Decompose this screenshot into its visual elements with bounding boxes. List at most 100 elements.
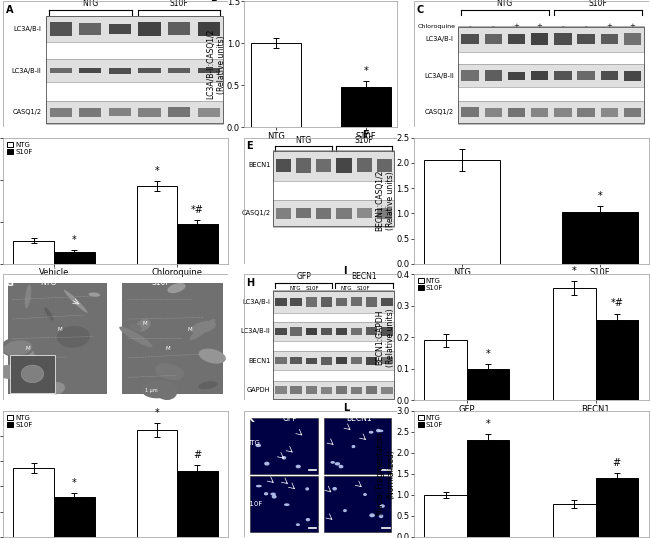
Bar (336, 328, 347, 335)
Bar (366, 357, 378, 365)
Bar (508, 72, 525, 80)
Bar (275, 328, 287, 335)
Text: NTG: NTG (290, 286, 302, 292)
Ellipse shape (335, 462, 340, 465)
Bar (274, 322, 395, 341)
Text: BECN1: BECN1 (352, 272, 377, 281)
Text: +: + (606, 23, 612, 30)
Ellipse shape (380, 504, 385, 508)
Bar (320, 386, 332, 394)
Bar (320, 297, 332, 307)
Bar (577, 72, 595, 80)
Ellipse shape (57, 326, 90, 348)
Bar (274, 150, 395, 181)
Ellipse shape (44, 307, 53, 321)
Y-axis label: Nuclei Fragmentation
(Normalized): Nuclei Fragmentation (Normalized) (376, 433, 395, 515)
Bar (320, 357, 332, 365)
Ellipse shape (21, 365, 44, 383)
Bar (462, 34, 479, 44)
Text: *: * (598, 191, 603, 201)
Bar (458, 64, 644, 87)
Bar (508, 108, 525, 117)
Ellipse shape (199, 349, 226, 364)
Bar (458, 26, 644, 123)
Ellipse shape (31, 298, 40, 315)
Text: B: B (211, 0, 218, 3)
Bar (49, 108, 72, 117)
Ellipse shape (378, 429, 384, 432)
Bar (250, 476, 318, 532)
Bar (577, 108, 595, 117)
Bar (484, 108, 502, 117)
Text: C: C (416, 5, 423, 15)
Bar (484, 34, 502, 44)
Text: M: M (26, 346, 31, 351)
Bar (424, 160, 500, 264)
Bar (531, 33, 549, 45)
Bar (336, 298, 347, 306)
Bar (79, 68, 101, 73)
Ellipse shape (282, 456, 286, 459)
Text: S10F: S10F (170, 0, 188, 8)
Bar (337, 208, 352, 219)
Legend: NTG, S10F: NTG, S10F (417, 278, 444, 292)
Text: *: * (572, 266, 577, 277)
Text: BECN1: BECN1 (248, 358, 270, 364)
Bar (381, 298, 393, 306)
Text: #: # (193, 450, 202, 460)
Text: CASQ1/2: CASQ1/2 (12, 109, 42, 115)
Bar (274, 351, 395, 370)
Ellipse shape (306, 487, 309, 491)
Bar (296, 158, 311, 173)
Bar (357, 158, 372, 172)
Legend: NTG, S10F: NTG, S10F (6, 414, 33, 428)
Bar (357, 208, 372, 218)
Text: NTG: NTG (40, 278, 57, 287)
Ellipse shape (1, 337, 34, 357)
Bar (366, 386, 378, 394)
Bar (198, 68, 220, 73)
Ellipse shape (18, 345, 34, 366)
Ellipse shape (47, 382, 65, 394)
Text: 1 µm: 1 µm (145, 388, 157, 393)
Bar (351, 357, 362, 364)
Ellipse shape (142, 380, 176, 398)
Ellipse shape (352, 445, 356, 448)
Bar (250, 418, 318, 474)
Bar (46, 101, 224, 124)
Ellipse shape (198, 381, 218, 390)
Bar (46, 59, 224, 82)
Text: NTG: NTG (296, 136, 312, 145)
Text: *: * (155, 166, 159, 176)
Text: *: * (363, 66, 368, 76)
Ellipse shape (332, 487, 337, 491)
Bar (168, 108, 190, 117)
Text: S10F: S10F (355, 136, 374, 145)
Bar (381, 387, 393, 394)
Bar (562, 213, 638, 264)
Text: +: + (537, 23, 543, 30)
Bar (198, 22, 220, 36)
Ellipse shape (129, 324, 142, 332)
Bar (351, 328, 362, 335)
Ellipse shape (64, 290, 88, 313)
Y-axis label: BECN1:CASQ1/2
(Relative units): BECN1:CASQ1/2 (Relative units) (376, 170, 395, 231)
Ellipse shape (363, 493, 367, 496)
Bar (252, 43, 301, 128)
Text: LC3A/B-I: LC3A/B-I (14, 26, 42, 32)
Bar (377, 159, 392, 172)
Legend: NTG, S10F: NTG, S10F (417, 414, 444, 428)
Bar (366, 327, 378, 335)
Text: LC3A/B-II: LC3A/B-II (12, 68, 42, 74)
Ellipse shape (379, 514, 384, 518)
Bar (624, 70, 641, 81)
Bar (337, 158, 352, 173)
Text: *#: *# (610, 299, 623, 308)
Text: CASQ1/2: CASQ1/2 (424, 109, 454, 115)
Bar (79, 23, 101, 35)
Bar (46, 59, 224, 82)
Bar (275, 386, 287, 394)
Text: LC3A/B-I: LC3A/B-I (242, 299, 270, 305)
Ellipse shape (155, 363, 184, 380)
Bar (8, 283, 107, 394)
